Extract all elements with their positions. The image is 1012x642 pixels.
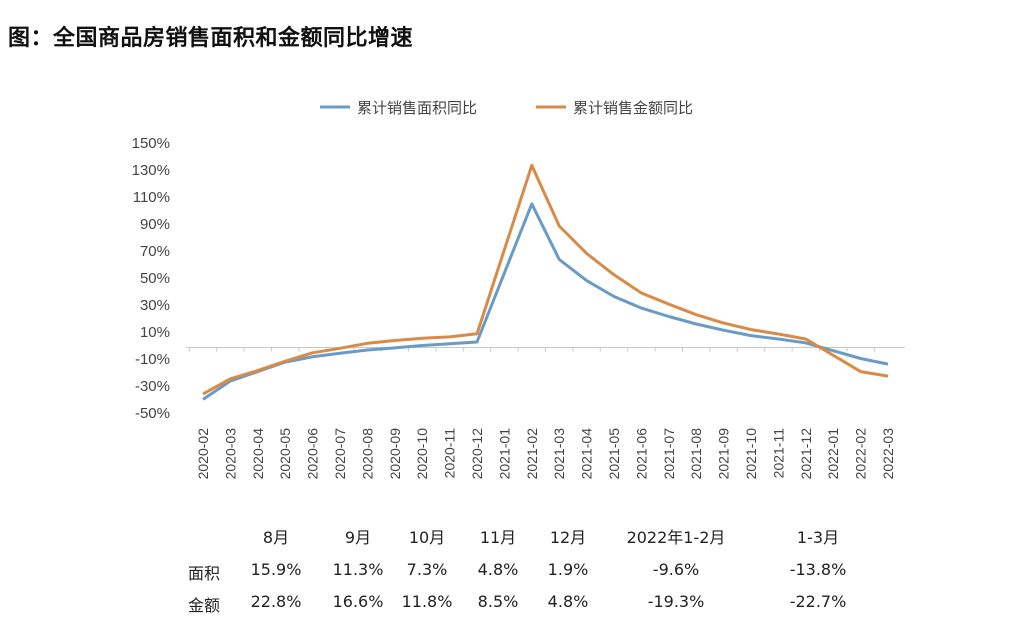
table-cell: -19.3% <box>647 592 705 611</box>
x-tick-label: 2020-03 <box>222 428 238 480</box>
series-lines <box>202 163 889 401</box>
x-tick-label: 2021-09 <box>716 428 732 480</box>
legend-label-area: 累计销售面积同比 <box>357 99 477 117</box>
table-header: 1-3月 <box>796 528 840 547</box>
table-row-label: 面积 <box>188 564 221 583</box>
x-tick-label: 2020-07 <box>332 428 348 480</box>
series-line-area <box>202 202 889 401</box>
table-header: 9月 <box>344 528 372 547</box>
y-tick-label: 70% <box>140 243 170 260</box>
y-tick-label: -50% <box>135 405 170 422</box>
table-cell: 22.8% <box>250 592 302 611</box>
legend-label-amount: 累计销售金额同比 <box>573 99 693 117</box>
series-line-amount <box>202 163 889 396</box>
y-tick-label: 150% <box>132 135 170 152</box>
x-tick-label: 2020-05 <box>277 428 293 480</box>
y-tick-label: 30% <box>140 297 170 314</box>
y-tick-label: 90% <box>140 216 170 233</box>
x-tick-label: 2021-05 <box>606 428 622 480</box>
table-cell: 11.8% <box>401 592 453 611</box>
x-axis: 2020-02 2020-03 2020-04 2020-05 2020-06 2020-… <box>186 347 905 480</box>
y-tick-label: 10% <box>140 324 170 341</box>
y-tick-label: -30% <box>135 378 170 395</box>
x-tick-label: 2021-10 <box>743 428 759 480</box>
y-tick-label: 110% <box>133 189 170 206</box>
x-tick-label: 2021-08 <box>688 428 704 480</box>
table-header: 12月 <box>549 528 587 547</box>
table-cell: 11.3% <box>332 560 384 579</box>
legend: 累计销售面积同比 累计销售金额同比 <box>320 99 693 117</box>
page-title: 图：全国商品房销售面积和金额同比增速 <box>8 26 414 51</box>
x-tick-label: 2020-10 <box>414 428 430 480</box>
x-tick-label: 2020-09 <box>387 428 403 480</box>
x-tick-label: 2022-01 <box>825 428 841 480</box>
x-tick-label: 2021-06 <box>633 428 649 480</box>
table-cell: -22.7% <box>789 592 847 611</box>
x-tick-label: 2020-08 <box>359 428 375 480</box>
y-tick-label: 130% <box>132 162 170 179</box>
table-cell: -9.6% <box>652 560 700 579</box>
table-header: 10月 <box>408 528 446 547</box>
table-cell: -13.8% <box>789 560 847 579</box>
table-cell: 4.8% <box>547 592 589 611</box>
x-tick-label: 2021-07 <box>661 428 677 480</box>
table-cell: 16.6% <box>332 592 384 611</box>
table-header: 8月 <box>262 528 290 547</box>
x-tick-label: 2020-04 <box>250 428 266 480</box>
x-tick-label: 2021-01 <box>496 428 512 480</box>
x-tick-label: 2020-11 <box>442 428 458 479</box>
x-tick-label: 2021-02 <box>524 428 540 480</box>
table-header: 2022年1-2月 <box>626 528 726 547</box>
table-cell: 1.9% <box>547 560 589 579</box>
y-tick-label: 50% <box>140 270 170 287</box>
table-cell: 8.5% <box>477 592 519 611</box>
table-cell: 15.9% <box>250 560 302 579</box>
x-tick-label: 2022-02 <box>853 428 869 480</box>
table-header: 11月 <box>479 528 517 547</box>
table-cell: 4.8% <box>477 560 519 579</box>
x-tick-label: 2020-02 <box>195 428 211 480</box>
x-tick-label: 2020-12 <box>469 428 485 480</box>
y-axis: 150% 130% 110% 90% 70% 50% 30% 10% -10% -30% -50% <box>132 135 170 422</box>
table-row-label: 金额 <box>188 596 221 615</box>
x-tick-label: 2021-03 <box>551 428 567 480</box>
x-tick-label: 2021-12 <box>798 428 814 480</box>
y-tick-label: -10% <box>135 351 170 368</box>
x-tick-label: 2020-06 <box>305 428 321 480</box>
x-tick-label: 2021-04 <box>579 428 595 480</box>
x-tick-label: 2021-11 <box>770 428 786 479</box>
x-tick-label: 2022-03 <box>880 428 896 480</box>
table-cell: 7.3% <box>406 560 448 579</box>
